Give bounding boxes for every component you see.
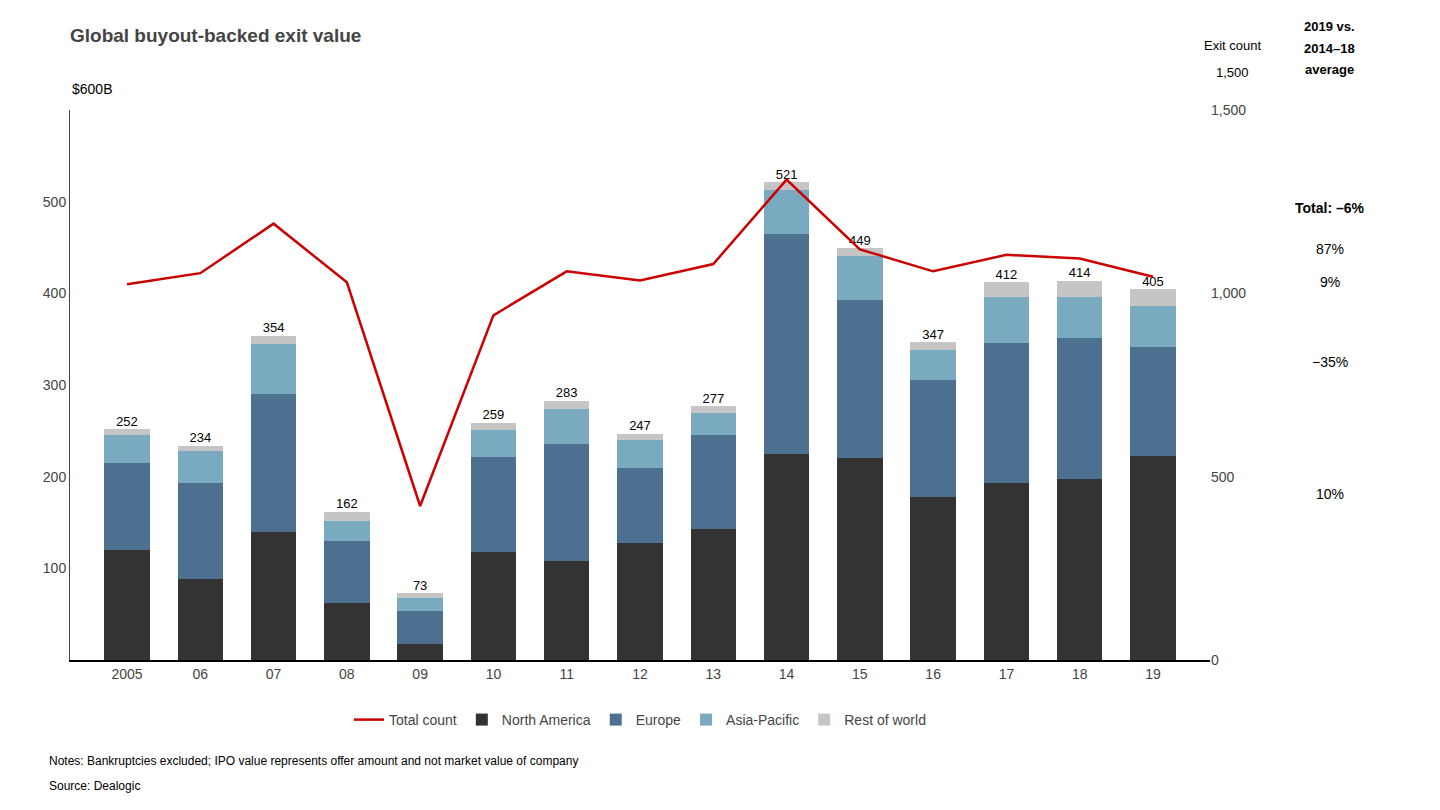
svg-text:247: 247: [629, 418, 651, 433]
svg-text:1,000: 1,000: [1211, 285, 1246, 301]
svg-text:Source: Dealogic: Source: Dealogic: [49, 779, 140, 793]
svg-text:12: 12: [632, 666, 648, 682]
svg-text:11: 11: [559, 666, 574, 682]
svg-text:13: 13: [706, 666, 722, 682]
svg-text:521: 521: [776, 167, 798, 182]
svg-text:17: 17: [999, 666, 1015, 682]
svg-text:$600B: $600B: [72, 81, 112, 97]
svg-text:Total count: Total count: [389, 712, 457, 728]
svg-text:18: 18: [1072, 666, 1088, 682]
svg-text:300: 300: [43, 377, 67, 393]
svg-text:Exit count: Exit count: [1204, 38, 1261, 53]
svg-text:06: 06: [193, 666, 209, 682]
svg-text:0: 0: [1211, 652, 1219, 668]
svg-text:252: 252: [116, 414, 138, 429]
svg-text:9%: 9%: [1320, 274, 1340, 290]
svg-text:16: 16: [925, 666, 941, 682]
svg-text:500: 500: [43, 194, 67, 210]
svg-text:2014–18: 2014–18: [1304, 41, 1355, 56]
svg-text:Asia-Pacific: Asia-Pacific: [726, 712, 799, 728]
svg-text:400: 400: [43, 285, 67, 301]
svg-text:10: 10: [486, 666, 502, 682]
svg-text:Global buyout-backed exit valu: Global buyout-backed exit value: [70, 25, 361, 46]
svg-text:87%: 87%: [1316, 241, 1344, 257]
svg-text:277: 277: [702, 391, 724, 406]
svg-text:average: average: [1305, 62, 1354, 77]
svg-text:09: 09: [412, 666, 428, 682]
svg-text:10%: 10%: [1316, 486, 1344, 502]
svg-text:162: 162: [336, 496, 358, 511]
svg-text:1,500: 1,500: [1211, 102, 1246, 118]
svg-text:15: 15: [852, 666, 868, 682]
svg-text:07: 07: [266, 666, 282, 682]
svg-text:19: 19: [1145, 666, 1161, 682]
svg-text:−35%: −35%: [1312, 354, 1348, 370]
svg-text:200: 200: [43, 469, 67, 485]
svg-text:73: 73: [413, 578, 427, 593]
svg-text:414: 414: [1069, 265, 1091, 280]
svg-text:405: 405: [1142, 274, 1164, 289]
svg-text:08: 08: [339, 666, 355, 682]
svg-text:500: 500: [1211, 469, 1235, 485]
svg-text:Europe: Europe: [636, 712, 681, 728]
svg-text:2019 vs.: 2019 vs.: [1304, 19, 1355, 34]
svg-text:2005: 2005: [111, 666, 142, 682]
svg-text:100: 100: [43, 560, 67, 576]
svg-text:North America: North America: [502, 712, 591, 728]
svg-text:449: 449: [849, 233, 871, 248]
svg-text:14: 14: [779, 666, 795, 682]
svg-text:354: 354: [263, 320, 285, 335]
svg-text:Notes: Bankruptcies excluded;: Notes: Bankruptcies excluded; IPO value …: [49, 754, 578, 768]
svg-text:412: 412: [996, 267, 1018, 282]
svg-text:1,500: 1,500: [1216, 65, 1249, 80]
svg-text:347: 347: [922, 327, 944, 342]
svg-text:259: 259: [483, 407, 505, 422]
svg-text:Rest of world: Rest of world: [844, 712, 926, 728]
svg-text:283: 283: [556, 385, 578, 400]
svg-text:234: 234: [189, 430, 211, 445]
svg-text:Total: –6%: Total: –6%: [1295, 200, 1365, 216]
